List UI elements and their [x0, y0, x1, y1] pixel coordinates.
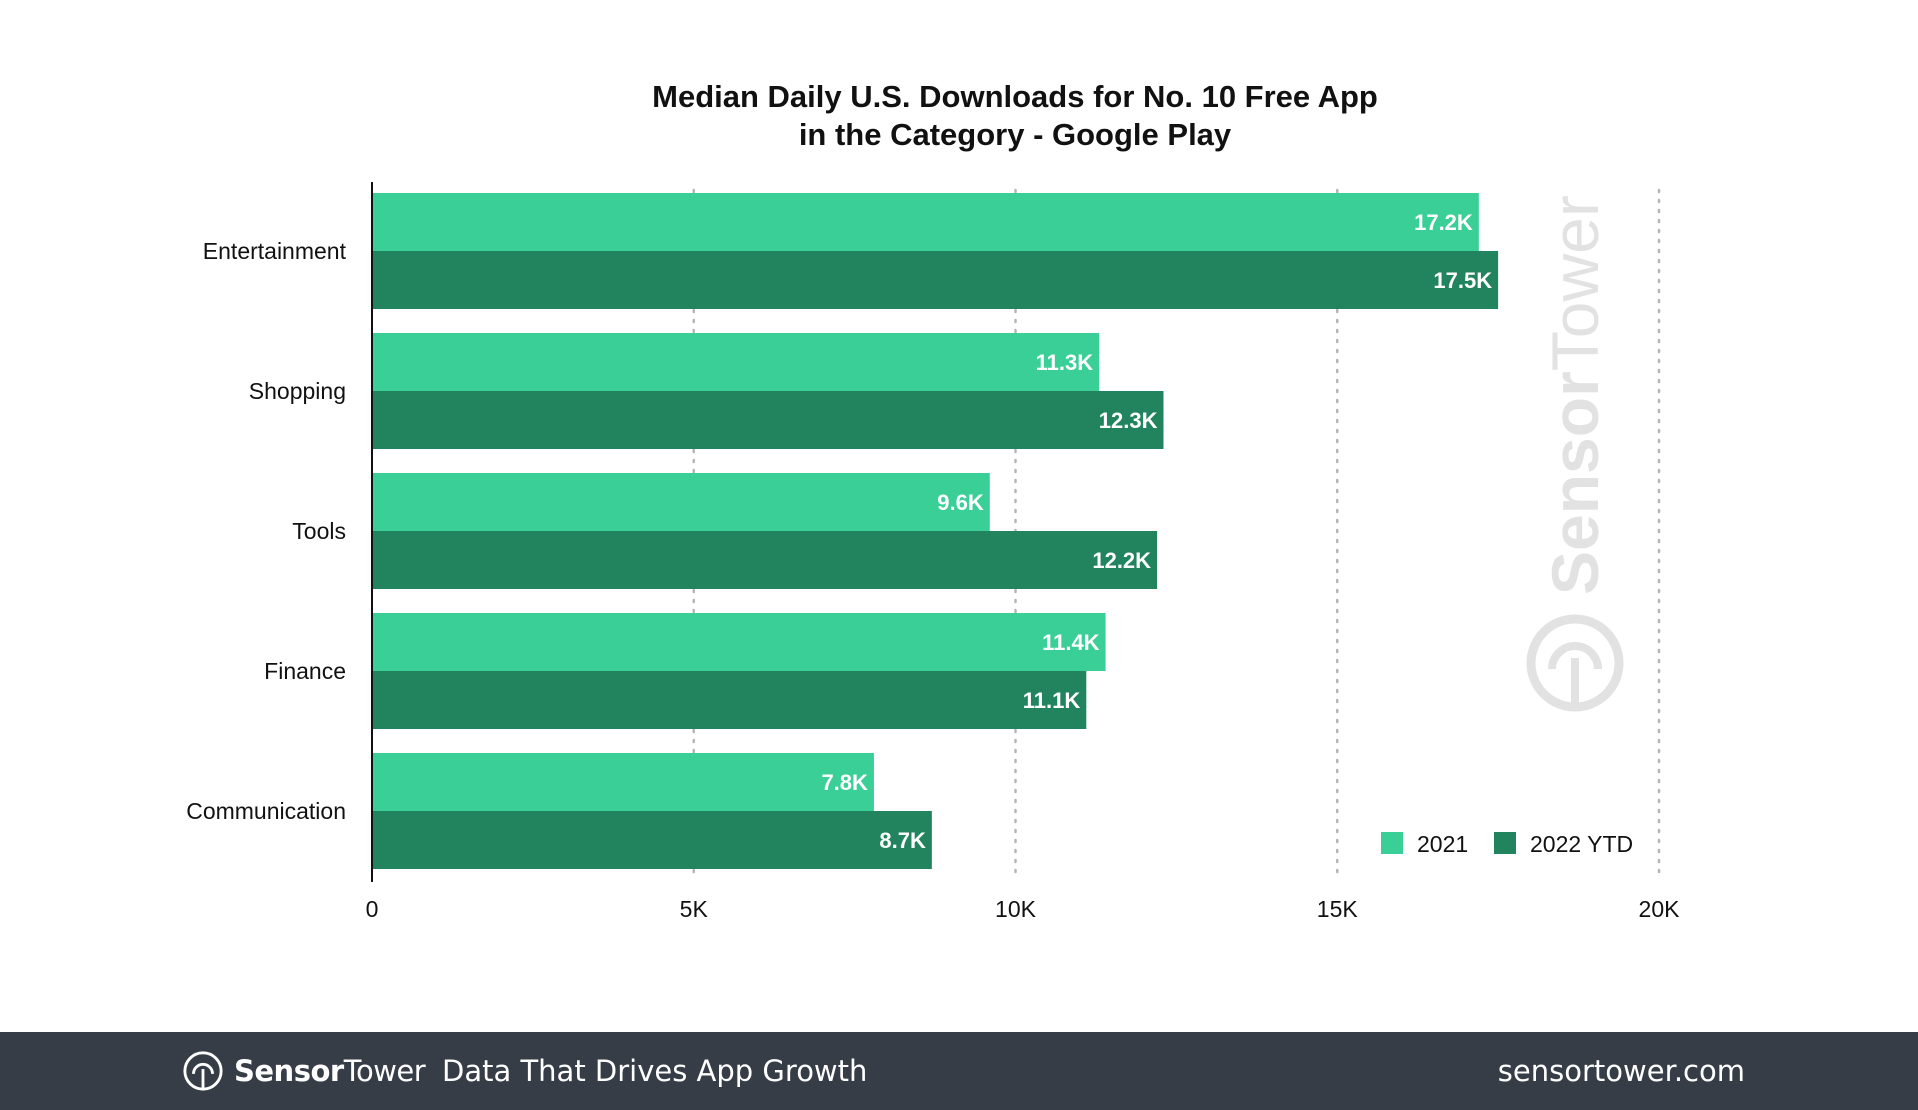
legend-swatch	[1494, 832, 1516, 854]
footer-tagline: Data That Drives App Growth	[442, 1054, 868, 1088]
footer-brand-bold: Sensor	[234, 1054, 344, 1088]
chart-title: Median Daily U.S. Downloads for No. 10 F…	[652, 79, 1378, 152]
legend-label: 2021	[1417, 831, 1468, 857]
bar	[373, 473, 990, 531]
bar	[373, 811, 932, 869]
data-label: 17.5K	[1433, 268, 1492, 293]
category-label: Shopping	[249, 378, 346, 404]
data-label: 12.3K	[1099, 408, 1158, 433]
watermark-logo-icon	[1526, 614, 1624, 712]
bar	[373, 531, 1158, 589]
x-tick-label: 0	[366, 896, 379, 922]
footer-brand-regular: Tower	[343, 1054, 426, 1088]
category-label: Finance	[264, 658, 346, 684]
data-label: 9.6K	[937, 490, 984, 515]
data-label: 11.1K	[1023, 688, 1081, 713]
legend: 2021 2022 YTD	[1381, 831, 1633, 857]
x-tick-label: 20K	[1639, 896, 1681, 922]
footer-bar: Sensor Tower Data That Drives App Growth …	[0, 1032, 1918, 1110]
legend-label: 2022 YTD	[1530, 831, 1633, 857]
data-label: 11.3K	[1036, 350, 1094, 375]
data-label: 12.2K	[1092, 548, 1151, 573]
data-label: 17.2K	[1414, 210, 1473, 235]
legend-swatch	[1381, 832, 1403, 854]
bar	[373, 251, 1499, 309]
bar	[373, 391, 1164, 449]
data-label: 7.8K	[821, 770, 868, 795]
sensortower-logo-icon	[183, 1051, 223, 1091]
category-label: Entertainment	[203, 238, 347, 264]
x-tick-label: 10K	[995, 896, 1037, 922]
chart-title-line-2: in the Category - Google Play	[799, 117, 1232, 152]
footer-logo[interactable]: Sensor Tower	[182, 1049, 426, 1093]
bar	[373, 333, 1100, 391]
category-labels: Entertainment Shopping Tools Finance Communi…	[186, 238, 346, 824]
sensortower-watermark: SensorTower	[1526, 195, 1624, 712]
footer-site-link[interactable]: sensortower.com	[1497, 1054, 1745, 1088]
bar	[373, 193, 1479, 251]
x-tick-label: 15K	[1317, 896, 1359, 922]
bar	[373, 753, 874, 811]
chart: Median Daily U.S. Downloads for No. 10 F…	[186, 79, 1681, 922]
x-tick-label: 5K	[680, 896, 709, 922]
category-label: Tools	[292, 518, 346, 544]
bar	[373, 613, 1106, 671]
data-label: 8.7K	[879, 828, 926, 853]
data-label: 11.4K	[1042, 630, 1100, 655]
category-label: Communication	[186, 798, 346, 824]
watermark-text: SensorTower	[1538, 195, 1612, 595]
x-axis: 0 5K 10K 15K 20K	[366, 182, 1681, 922]
bar	[373, 671, 1087, 729]
chart-title-line-1: Median Daily U.S. Downloads for No. 10 F…	[652, 79, 1378, 114]
bars: 17.2K 17.5K 11.3K 12.3K 9.6K 12.2K 11.4K 11.1K 7…	[373, 193, 1499, 869]
